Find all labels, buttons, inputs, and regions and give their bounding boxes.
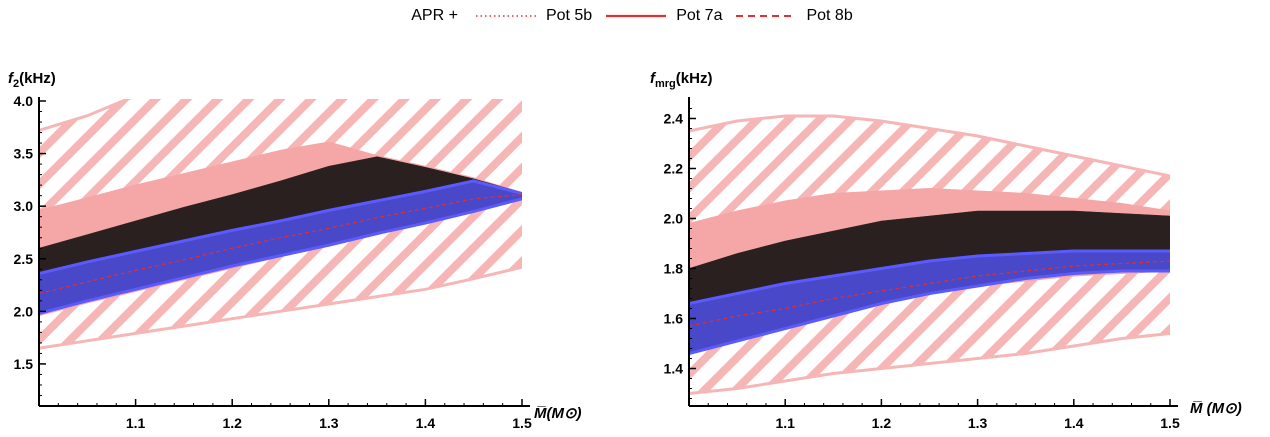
legend-item-pot-5b: Pot 5b: [474, 7, 592, 25]
y-tick-label: 2.5: [14, 251, 34, 267]
band-edge-upper-hatch: [689, 114, 1170, 178]
x-axis-title: M̅ (M⊙): [1190, 400, 1242, 417]
band-edge-lower-hatch: [39, 265, 522, 350]
x-tick-label: 1.4: [416, 415, 436, 431]
legend-label-pot-5b: Pot 5b: [545, 7, 593, 24]
x-tick-label: 1.2: [222, 415, 242, 431]
plot-area: [39, 99, 522, 350]
chart-panel-f2: 1.5 2.0 2.5 3.0 3.5 4.0 1.1 1.2 1.3 1.4 1.5 f2(kHz)…: [8, 70, 582, 431]
band-edge-lower-hatch: [689, 332, 1170, 395]
axes: 1.4 1.6 1.8 2.0 2.2 2.4 1.1 1.2 1.3 1.4 1.5 fmrg(kH…: [650, 70, 1242, 431]
y-tick-label: 1.6: [664, 311, 684, 327]
axes: 1.5 2.0 2.5 3.0 3.5 4.0 1.1 1.2 1.3 1.4 1.5 f2(kHz)…: [8, 70, 582, 431]
y-tick-label: 2.2: [664, 161, 684, 177]
x-tick-label: 1.1: [775, 415, 795, 431]
y-tick-label: 2.0: [664, 211, 684, 227]
y-tick-label: 1.8: [664, 261, 684, 277]
x-tick-label: 1.1: [126, 415, 146, 431]
y-tick-label: 3.5: [14, 146, 34, 162]
band-edge-upper-pink-band: [39, 141, 522, 211]
x-axis-title: M̅(M⊙): [534, 405, 582, 422]
y-tick-label: 2.4: [664, 111, 684, 127]
legend-label-pot-7a: Pot 7a: [676, 7, 723, 24]
y-tick-label: 1.4: [664, 361, 684, 377]
y-axis-title: f2(kHz): [8, 70, 56, 90]
band-blue-band: [689, 251, 1170, 354]
band-black-band: [689, 211, 1170, 304]
chart-legend: APR + Pot 5b Pot 7a Pot 8b: [0, 4, 1270, 28]
chart-panel-fmrg: 1.4 1.6 1.8 2.0 2.2 2.4 1.1 1.2 1.3 1.4 1.5 fmrg(kH…: [650, 70, 1242, 431]
legend-prefix: APR +: [411, 7, 458, 24]
x-tick-label: 1.3: [319, 415, 339, 431]
y-tick-label: 2.0: [14, 303, 34, 319]
series-line-pot-8b: [39, 194, 522, 295]
legend-label-pot-8b: Pot 8b: [806, 7, 853, 24]
y-tick-label: 4.0: [14, 93, 34, 109]
y-tick-label: 1.5: [14, 356, 34, 372]
band-edge-upper-black-band: [39, 156, 522, 249]
band-edge-lower-blue-band: [689, 269, 1170, 355]
band-edge-upper-pink-band: [689, 187, 1170, 224]
band-edge-upper-black-band: [689, 210, 1170, 269]
legend-swatch-dashed: [736, 15, 797, 17]
x-tick-label: 1.3: [968, 415, 988, 431]
y-tick-label: 3.0: [14, 198, 34, 214]
x-tick-label: 1.4: [1064, 415, 1084, 431]
x-tick-label: 1.2: [872, 415, 892, 431]
legend-swatch-dotted: [475, 15, 536, 17]
y-axis-title: fmrg(kHz): [650, 70, 712, 90]
x-tick-label: 1.5: [512, 415, 532, 431]
x-tick-label: 1.5: [1160, 415, 1180, 431]
legend-item-pot-7a: Pot 7a: [604, 7, 722, 25]
legend-item-pot-8b: Pot 8b: [734, 7, 853, 25]
band-edge-upper-blue-band: [39, 179, 522, 275]
legend-swatch-solid: [606, 14, 667, 18]
band-edge-upper-hatch: [39, 99, 132, 132]
plot-area: [689, 114, 1170, 395]
band-blue-band: [39, 180, 522, 314]
band-edge-upper-blue-band: [689, 249, 1170, 305]
band-edge-lower-blue-band: [39, 197, 522, 315]
